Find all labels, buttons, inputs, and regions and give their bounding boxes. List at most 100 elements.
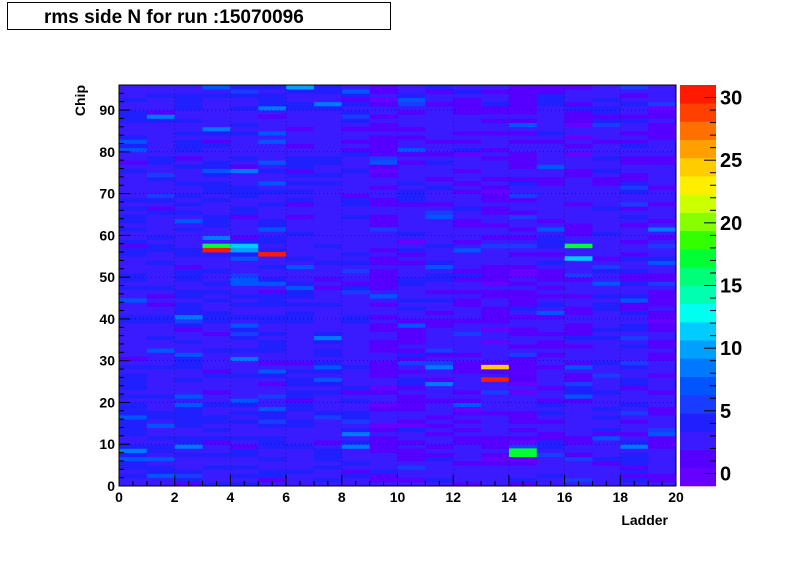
heatmap-cell bbox=[397, 151, 426, 157]
heatmap-cell bbox=[258, 343, 287, 349]
heatmap-cell bbox=[397, 456, 426, 462]
heatmap-cell bbox=[481, 218, 510, 224]
heatmap-cell bbox=[341, 85, 371, 90]
heatmap-cell bbox=[202, 181, 231, 186]
heatmap-cell bbox=[425, 147, 454, 153]
heatmap-cell bbox=[313, 285, 343, 291]
heatmap-cell bbox=[202, 126, 231, 132]
heatmap-cell bbox=[508, 189, 538, 195]
heatmap-cell bbox=[146, 356, 176, 362]
heatmap-cell bbox=[202, 398, 231, 403]
heatmap-cell bbox=[258, 122, 287, 128]
heatmap-cell bbox=[481, 139, 510, 144]
heatmap-cell bbox=[592, 260, 621, 266]
heatmap-cell bbox=[592, 181, 621, 186]
heatmap-cell bbox=[258, 406, 287, 412]
heatmap-cell bbox=[174, 402, 203, 408]
heatmap-cell bbox=[648, 419, 677, 424]
heatmap-cell bbox=[620, 414, 649, 420]
heatmap-cell bbox=[202, 164, 231, 169]
heatmap-cell bbox=[202, 477, 231, 483]
heatmap-cell bbox=[564, 89, 593, 94]
heatmap-cell bbox=[174, 256, 203, 261]
heatmap-cell bbox=[508, 206, 538, 211]
heatmap-cell bbox=[146, 235, 176, 240]
heatmap-cell bbox=[481, 373, 510, 378]
heatmap-cell bbox=[341, 293, 371, 299]
heatmap-cell bbox=[119, 206, 148, 211]
heatmap-cell bbox=[564, 247, 593, 253]
heatmap-cell bbox=[313, 214, 343, 220]
heatmap-cell bbox=[620, 469, 649, 474]
heatmap-cell bbox=[453, 419, 482, 424]
heatmap-cell bbox=[397, 122, 426, 128]
heatmap-cell bbox=[508, 335, 538, 341]
heatmap-cell bbox=[286, 231, 315, 236]
heatmap-cell bbox=[564, 460, 593, 466]
heatmap-cell bbox=[230, 306, 259, 311]
heatmap-cell bbox=[202, 172, 231, 178]
heatmap-cell bbox=[536, 239, 565, 245]
heatmap-cell bbox=[313, 172, 343, 178]
heatmap-cell bbox=[313, 252, 343, 257]
heatmap-cell bbox=[508, 118, 538, 123]
heatmap-cell bbox=[425, 440, 454, 445]
heatmap-cell bbox=[536, 298, 565, 303]
heatmap-cell bbox=[313, 364, 343, 370]
heatmap-cell bbox=[258, 247, 287, 253]
heatmap-cell bbox=[313, 410, 343, 416]
heatmap-cell bbox=[648, 268, 677, 274]
heatmap-cell bbox=[648, 185, 677, 190]
heatmap-cell bbox=[146, 427, 176, 433]
heatmap-cell bbox=[620, 385, 649, 391]
heatmap-cell bbox=[174, 335, 203, 341]
heatmap-cell bbox=[369, 151, 398, 157]
heatmap-cell bbox=[146, 231, 176, 236]
heatmap-cell bbox=[174, 214, 203, 220]
heatmap-cell bbox=[258, 139, 287, 144]
y-tick-label: 60 bbox=[99, 227, 115, 243]
heatmap-cell bbox=[119, 252, 148, 257]
heatmap-cell bbox=[481, 293, 510, 299]
heatmap-cell bbox=[341, 252, 371, 257]
heatmap-cell bbox=[397, 306, 426, 311]
heatmap-cell bbox=[119, 185, 148, 190]
heatmap-cell bbox=[536, 327, 565, 332]
heatmap-cell bbox=[397, 348, 426, 353]
heatmap-cell bbox=[230, 156, 259, 161]
heatmap-cell bbox=[286, 101, 315, 107]
heatmap-cell bbox=[146, 147, 176, 153]
heatmap-cell bbox=[119, 160, 148, 165]
heatmap-cell bbox=[119, 210, 148, 215]
colorbar-band bbox=[680, 376, 716, 396]
heatmap-cell bbox=[174, 122, 203, 128]
heatmap-cell bbox=[425, 193, 454, 199]
heatmap-cell bbox=[648, 277, 677, 282]
heatmap-cell bbox=[453, 473, 482, 479]
heatmap-cell bbox=[536, 431, 565, 437]
heatmap-cell bbox=[592, 222, 621, 228]
heatmap-cell bbox=[648, 394, 677, 399]
heatmap-cell bbox=[648, 414, 677, 420]
heatmap-cell bbox=[425, 394, 454, 399]
heatmap-cell bbox=[564, 298, 593, 303]
heatmap-cell bbox=[508, 456, 538, 462]
heatmap-cell bbox=[286, 419, 315, 424]
heatmap-cell bbox=[341, 222, 371, 228]
heatmap-cell bbox=[620, 310, 649, 316]
heatmap-cell bbox=[508, 197, 538, 203]
heatmap-cell bbox=[202, 227, 231, 232]
heatmap-cell bbox=[341, 419, 371, 424]
heatmap-cell bbox=[119, 335, 148, 341]
heatmap-cell bbox=[592, 381, 621, 387]
heatmap-cell bbox=[341, 272, 371, 278]
heatmap-cell bbox=[564, 352, 593, 357]
heatmap-cell bbox=[119, 360, 148, 366]
heatmap-cell bbox=[202, 93, 231, 98]
heatmap-cell bbox=[592, 231, 621, 236]
heatmap-cell bbox=[536, 143, 565, 149]
heatmap-cell bbox=[536, 369, 565, 374]
heatmap-cell bbox=[258, 327, 287, 332]
heatmap-cell bbox=[258, 310, 287, 316]
heatmap-cell bbox=[258, 89, 287, 94]
